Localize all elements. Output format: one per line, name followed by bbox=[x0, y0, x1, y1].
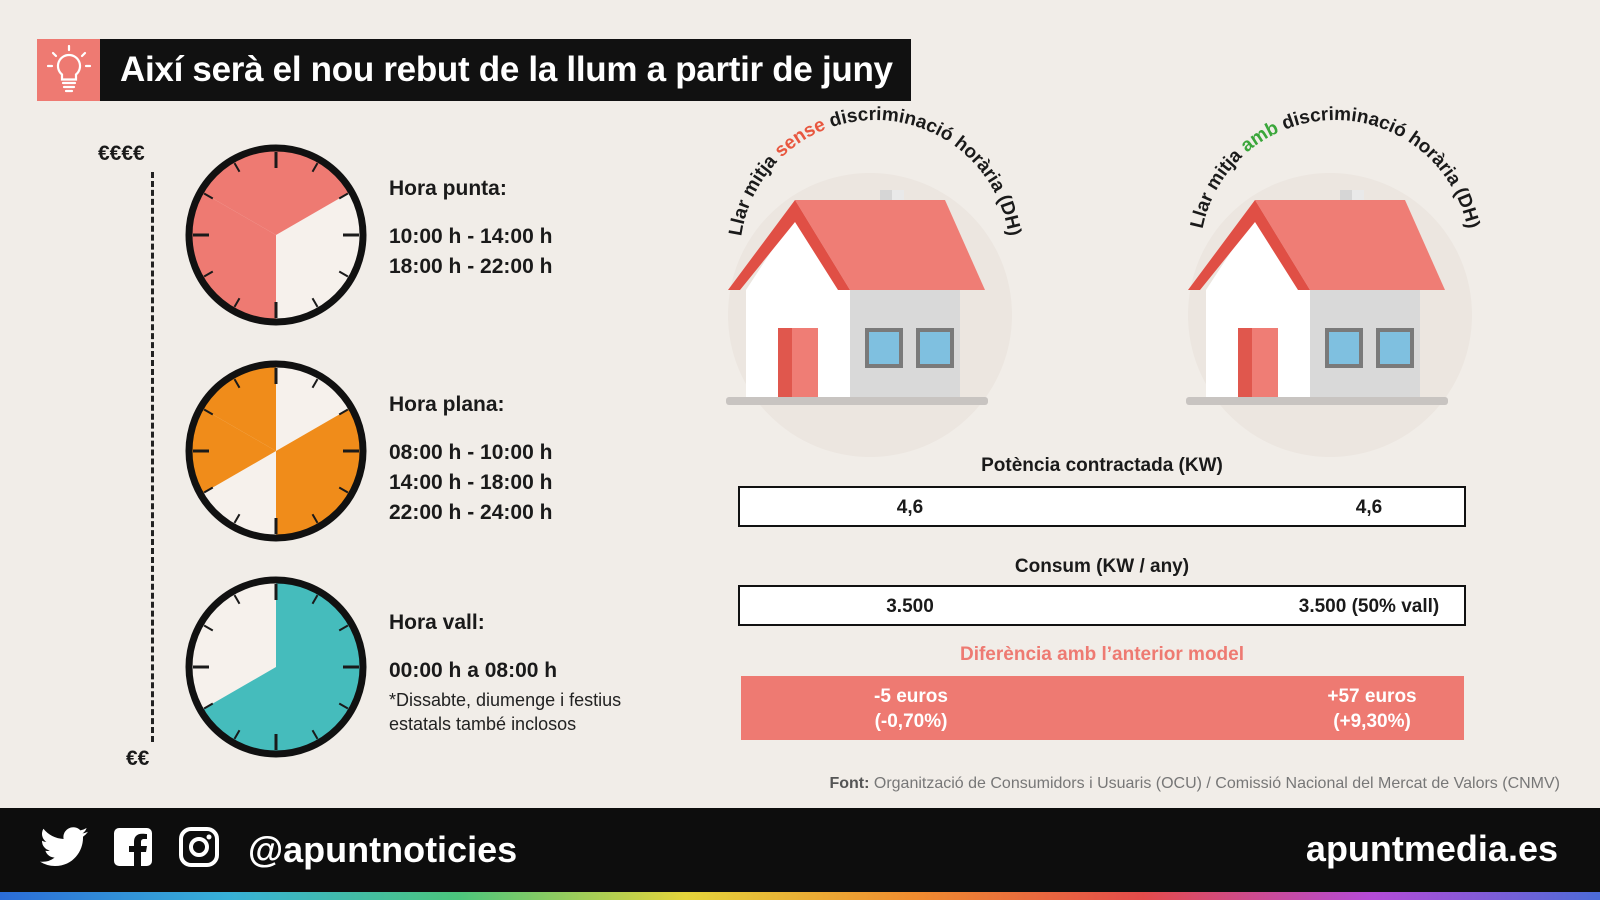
difference-right-percent: (+9,30%) bbox=[1333, 711, 1411, 732]
clock-valley bbox=[181, 572, 371, 762]
clock-tick bbox=[233, 162, 241, 173]
tariff-flat: Hora plana: 08:00 h - 10:00 h 14:00 h - … bbox=[389, 390, 552, 528]
tariff-flat-label: Hora plana: bbox=[389, 393, 505, 416]
clock-tick bbox=[338, 270, 349, 278]
clock-tick bbox=[203, 702, 214, 710]
difference-left-euros: -5 euros bbox=[874, 686, 948, 707]
tariff-flat-time-1: 08:00 h - 10:00 h bbox=[389, 441, 553, 464]
consumption-box: 3.500 3.500 (50% vall) bbox=[738, 585, 1466, 626]
clock-shaded-segment bbox=[200, 580, 363, 754]
difference-right: +57 euros (+9,30%) bbox=[1222, 684, 1522, 734]
clock-tick bbox=[233, 297, 241, 308]
clock-tick bbox=[203, 408, 214, 416]
clock-tick bbox=[233, 513, 241, 524]
power-title: Potència contractada (KW) bbox=[981, 455, 1223, 476]
website-link[interactable]: apuntmedia.es bbox=[1305, 828, 1558, 869]
page-title: Així serà el nou rebut de la llum a part… bbox=[100, 39, 911, 101]
clock-tick bbox=[311, 513, 319, 524]
consumption-title: Consum (KW / any) bbox=[1014, 556, 1190, 577]
clock-tick bbox=[233, 594, 241, 605]
clock-tick bbox=[338, 702, 349, 710]
clock-tick bbox=[311, 729, 319, 740]
difference-box: -5 euros (-0,70%) +57 euros (+9,30%) bbox=[741, 676, 1464, 740]
difference-left: -5 euros (-0,70%) bbox=[761, 684, 1061, 734]
clock-tick bbox=[338, 486, 349, 494]
tariff-valley-note-line-2: estatals també inclosos bbox=[389, 714, 577, 734]
consumption-left-value: 3.500 bbox=[886, 596, 934, 617]
tariff-valley-time-1: 00:00 h a 08:00 h bbox=[389, 659, 558, 682]
clock-tick bbox=[311, 297, 319, 308]
clock-flat bbox=[181, 356, 371, 546]
clock-rim bbox=[185, 144, 367, 326]
social-links: @apuntnoticies bbox=[40, 826, 517, 873]
scale-low-label: €€ bbox=[126, 747, 150, 770]
source-label: Font: bbox=[829, 775, 870, 792]
scale-dashed-line bbox=[151, 172, 154, 742]
house-with-dh: Llar mitja amb discriminació horària (DH… bbox=[1160, 104, 1500, 457]
scale-high-label: €€€€ bbox=[98, 142, 145, 165]
clock-peak bbox=[181, 140, 371, 330]
clock-tick bbox=[311, 162, 319, 173]
house-icon bbox=[726, 173, 1012, 457]
clock-tick bbox=[203, 270, 214, 278]
facebook-icon[interactable] bbox=[112, 826, 154, 873]
clock-tick bbox=[203, 624, 214, 632]
rainbow-stripe bbox=[0, 892, 1600, 900]
clock-tick bbox=[203, 192, 214, 200]
difference-right-euros: +57 euros bbox=[1327, 686, 1417, 707]
consumption-right-value: 3.500 (50% vall) bbox=[1298, 596, 1440, 617]
twitter-icon[interactable] bbox=[40, 827, 88, 872]
tariff-flat-time-2: 14:00 h - 18:00 h bbox=[389, 471, 553, 494]
power-left-value: 4,6 bbox=[896, 497, 924, 518]
clock-tick bbox=[203, 486, 214, 494]
clock-tick bbox=[311, 378, 319, 389]
clock-tick bbox=[233, 729, 241, 740]
power-right-value: 4,6 bbox=[1355, 497, 1383, 518]
title-bar: Així serà el nou rebut de la llum a part… bbox=[37, 39, 911, 101]
footer: @apuntnoticies apuntmedia.es bbox=[0, 808, 1600, 892]
clock-tick bbox=[338, 192, 349, 200]
source-text: Organització de Consumidors i Usuaris (O… bbox=[869, 775, 1560, 792]
tariff-peak-label: Hora punta: bbox=[389, 177, 507, 200]
house-without-dh: Llar mitja sense discriminació horària (… bbox=[700, 104, 1040, 457]
clock-shaded-segment bbox=[189, 407, 276, 495]
tariff-valley: Hora vall: 00:00 h a 08:00 h *Dissabte, … bbox=[389, 608, 621, 736]
tariff-valley-label: Hora vall: bbox=[389, 611, 485, 634]
social-handle[interactable]: @apuntnoticies bbox=[248, 828, 518, 870]
difference-title: Diferència amb l’anterior model bbox=[959, 644, 1245, 665]
house-icon bbox=[1186, 173, 1472, 457]
clock-rim bbox=[185, 576, 367, 758]
clock-tick bbox=[233, 378, 241, 389]
difference-left-percent: (-0,70%) bbox=[874, 711, 948, 732]
tariff-flat-time-3: 22:00 h - 24:00 h bbox=[389, 501, 553, 524]
clock-tick bbox=[338, 624, 349, 632]
power-box: 4,6 4,6 bbox=[738, 486, 1466, 527]
clock-tick bbox=[338, 408, 349, 416]
tariff-peak-time-2: 18:00 h - 22:00 h bbox=[389, 255, 553, 278]
lightbulb-icon bbox=[37, 39, 100, 101]
tariff-peak-time-1: 10:00 h - 14:00 h bbox=[389, 225, 553, 248]
source-note: Font: Organització de Consumidors i Usua… bbox=[829, 775, 1560, 793]
clock-rim bbox=[185, 360, 367, 542]
instagram-icon[interactable] bbox=[178, 826, 220, 873]
tariff-peak: Hora punta: 10:00 h - 14:00 h 18:00 h - … bbox=[389, 174, 552, 282]
tariff-valley-note-line-1: *Dissabte, diumenge i festius bbox=[389, 690, 622, 710]
clock-tick bbox=[311, 594, 319, 605]
tariff-valley-note: *Dissabte, diumenge i festius estatals t… bbox=[389, 688, 621, 736]
